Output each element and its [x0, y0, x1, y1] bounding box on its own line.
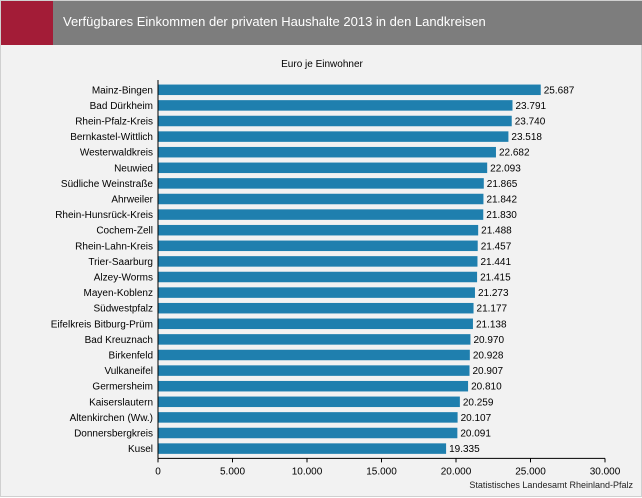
x-tick-label: 0 — [155, 466, 161, 477]
bar — [158, 287, 475, 298]
value-label: 21.441 — [480, 257, 511, 268]
value-label: 23.518 — [511, 132, 542, 143]
bar — [158, 271, 478, 283]
bar — [158, 318, 473, 330]
bar — [158, 240, 478, 252]
bar — [158, 131, 509, 142]
value-label: 20.970 — [473, 335, 504, 346]
bar — [158, 365, 470, 376]
value-label: 20.259 — [463, 397, 494, 408]
category-label: Ahrweiler — [111, 195, 153, 206]
value-label: 20.107 — [461, 413, 492, 424]
bar — [158, 334, 471, 345]
category-label: Germersheim — [92, 382, 153, 393]
value-label: 21.177 — [477, 304, 508, 315]
category-label: Cochem-Zell — [96, 226, 153, 237]
category-label: Donnersbergkreis — [74, 429, 153, 440]
bar — [158, 209, 484, 220]
category-label: Bad Kreuznach — [85, 335, 153, 346]
value-label: 20.907 — [473, 366, 504, 377]
value-label: 21.415 — [480, 273, 511, 284]
category-label: Neuwied — [114, 163, 153, 174]
x-tick-label: 20.000 — [441, 466, 472, 477]
bar — [158, 162, 488, 174]
value-label: 22.682 — [499, 148, 530, 159]
value-label: 21.865 — [487, 179, 518, 190]
value-label: 21.457 — [481, 241, 512, 252]
category-label: Südwestpfalz — [94, 304, 153, 315]
bar — [158, 443, 447, 454]
bar — [158, 224, 479, 236]
category-label: Altenkirchen (Ww.) — [70, 413, 153, 424]
x-tick-label: 15.000 — [366, 466, 397, 477]
category-label: Kaiserslautern — [89, 397, 153, 408]
bar — [158, 193, 484, 205]
category-label: Rhein-Lahn-Kreis — [75, 241, 153, 252]
value-label: 23.791 — [515, 101, 546, 112]
value-label: 21.842 — [486, 195, 517, 206]
bar — [158, 349, 470, 361]
x-tick-label: 5.000 — [220, 466, 245, 477]
category-label: Mainz-Bingen — [92, 85, 153, 96]
bar — [158, 302, 474, 314]
bar — [158, 412, 458, 423]
x-tick-label: 25.000 — [515, 466, 546, 477]
header-accent — [1, 1, 53, 45]
value-label: 21.488 — [481, 226, 512, 237]
source-note: Statistisches Landesamt Rheinland-Pfalz — [469, 480, 633, 490]
value-label: 23.740 — [515, 117, 546, 128]
bar — [158, 100, 513, 111]
value-label: 20.928 — [473, 351, 504, 362]
category-label: Trier-Saarburg — [88, 257, 153, 268]
value-label: 25.687 — [544, 85, 575, 96]
chart-title: Verfügbares Einkommen der privaten Haush… — [63, 14, 486, 29]
category-label: Rhein-Pfalz-Kreis — [75, 117, 153, 128]
x-tick-label: 30.000 — [590, 466, 621, 477]
category-label: Westerwaldkreis — [80, 148, 153, 159]
value-label: 22.093 — [490, 163, 521, 174]
bar — [158, 380, 469, 392]
category-label: Alzey-Worms — [94, 273, 153, 284]
value-label: 20.091 — [460, 429, 491, 440]
value-label: 20.810 — [471, 382, 502, 393]
bar — [158, 256, 478, 267]
bar — [158, 178, 484, 189]
chart-subtitle: Euro je Einwohner — [281, 59, 363, 70]
category-label: Südliche Weinstraße — [61, 179, 154, 190]
category-label: Kusel — [128, 444, 153, 455]
category-label: Vulkaneifel — [104, 366, 153, 377]
x-tick-label: 10.000 — [292, 466, 323, 477]
header-bar: Verfügbares Einkommen der privaten Haush… — [1, 1, 642, 45]
category-label: Eifelkreis Bitburg-Prüm — [51, 319, 153, 330]
bar — [158, 146, 496, 158]
value-label: 21.830 — [486, 210, 517, 221]
bar — [158, 396, 460, 408]
bar — [158, 427, 458, 439]
bar — [158, 84, 541, 96]
category-label: Bernkastel-Wittlich — [70, 132, 153, 143]
value-label: 19.335 — [449, 444, 480, 455]
bar — [158, 115, 512, 127]
category-label: Birkenfeld — [109, 351, 153, 362]
value-label: 21.273 — [478, 288, 509, 299]
category-label: Rhein-Hunsrück-Kreis — [55, 210, 153, 221]
category-label: Bad Dürkheim — [90, 101, 153, 112]
value-label: 21.138 — [476, 319, 507, 330]
category-label: Mayen-Koblenz — [84, 288, 153, 299]
